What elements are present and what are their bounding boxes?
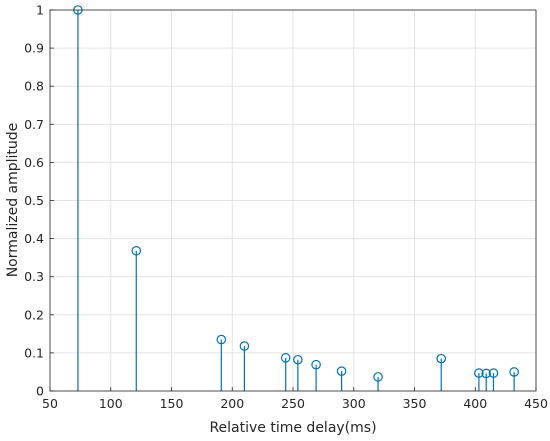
axis-ticks: 50 100 150 200 250 300 350 400 450 0 0.1 0.2 0.3 0.4 0… bbox=[24, 3, 548, 412]
x-tick-label: 200 bbox=[220, 396, 244, 411]
y-tick-label: 0.7 bbox=[24, 117, 44, 132]
y-axis-label: Normalized amplitude bbox=[5, 123, 21, 278]
stem-marker bbox=[373, 372, 383, 382]
x-tick-label: 50 bbox=[42, 396, 58, 411]
x-tick-label: 150 bbox=[160, 396, 184, 411]
x-tick-label: 400 bbox=[463, 396, 487, 411]
stem-marker bbox=[481, 368, 491, 379]
x-tick-label: 450 bbox=[524, 396, 548, 411]
stem-marker bbox=[488, 368, 499, 378]
x-tick-label: 250 bbox=[281, 396, 305, 411]
y-tick-label: 1 bbox=[36, 3, 44, 18]
y-tick-label: 0.8 bbox=[24, 79, 44, 94]
y-tick-label: 0.9 bbox=[24, 41, 44, 56]
y-tick-label: 0.1 bbox=[24, 345, 44, 360]
y-tick-label: 0.2 bbox=[24, 307, 44, 322]
x-axis-label: Relative time delay(ms) bbox=[209, 420, 376, 436]
stem-marker bbox=[239, 341, 250, 351]
y-tick-label: 0 bbox=[36, 384, 44, 399]
stem-marker bbox=[509, 367, 519, 377]
stem-marker bbox=[131, 245, 142, 256]
data-stems bbox=[73, 5, 519, 391]
y-tick-label: 0.5 bbox=[24, 193, 44, 208]
stem-marker bbox=[436, 353, 447, 364]
y-tick-label: 0.3 bbox=[24, 269, 44, 284]
stem-marker bbox=[280, 353, 291, 363]
x-tick-label: 300 bbox=[342, 396, 366, 411]
stem-marker bbox=[474, 368, 484, 378]
stem-marker bbox=[216, 334, 227, 345]
x-tick-label: 100 bbox=[99, 396, 123, 411]
y-tick-label: 0.6 bbox=[24, 155, 44, 170]
y-tick-label: 0.4 bbox=[24, 231, 44, 246]
x-tick-label: 350 bbox=[403, 396, 427, 411]
stem-marker bbox=[311, 359, 321, 370]
stem-marker bbox=[293, 354, 303, 365]
stem-marker bbox=[336, 366, 347, 376]
